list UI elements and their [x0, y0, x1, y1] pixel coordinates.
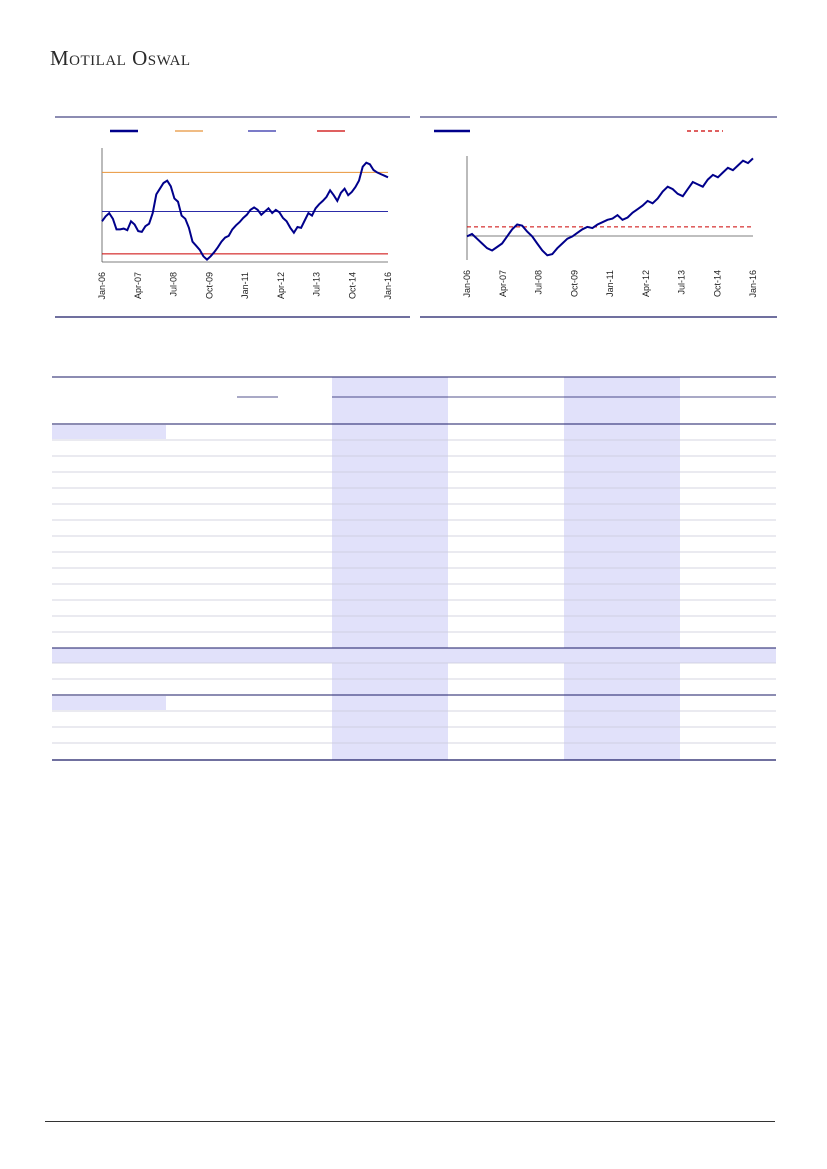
x-tick-label: Jan-06: [462, 270, 472, 298]
chart-right: Jan-06 Apr-07 Jul-08 Oct-09 Jan-11 Apr-12 Jul-…: [420, 110, 780, 325]
x-tick-label: Jan-11: [605, 270, 615, 297]
x-tick-label: Oct-09: [204, 272, 214, 299]
section-header: [52, 425, 166, 439]
x-tick-label: Oct-09: [569, 270, 579, 297]
x-tick-label: Apr-12: [641, 270, 651, 297]
chart-right-svg: Jan-06 Apr-07 Jul-08 Oct-09 Jan-11 Apr-12 Jul-…: [420, 116, 777, 318]
x-tick-label: Jul-08: [534, 270, 544, 295]
x-tick-label: Jul-13: [677, 270, 687, 295]
x-tick-label: Jan-11: [240, 272, 250, 299]
x-tick-label: Oct-14: [712, 270, 722, 297]
brand-logo: Motilal Oswal: [50, 46, 191, 70]
footer-rule: [45, 1121, 775, 1122]
x-tick-label: Jan-16: [748, 270, 758, 298]
section-header: [52, 696, 166, 710]
x-tick-label: Apr-07: [133, 272, 143, 299]
x-tick-label: Apr-12: [276, 272, 286, 299]
x-tick-label: Oct-14: [347, 272, 357, 299]
x-tick-label: Jan-16: [383, 272, 393, 300]
x-tick-label: Apr-07: [498, 270, 508, 297]
x-tick-label: Jul-13: [312, 272, 322, 297]
section-header: [52, 648, 776, 663]
chart-left: Jan-06 Apr-07 Jul-08 Oct-09 Jan-11 Apr-12 Jul-…: [55, 110, 415, 325]
series-line: [101, 161, 389, 261]
series-line: [466, 157, 754, 257]
table-band: [332, 377, 448, 760]
table-band: [564, 377, 680, 760]
x-tick-label: Jul-08: [169, 272, 179, 297]
x-tick-label: Jan-06: [97, 272, 107, 300]
chart-left-svg: Jan-06 Apr-07 Jul-08 Oct-09 Jan-11 Apr-12 Jul-…: [55, 116, 410, 318]
